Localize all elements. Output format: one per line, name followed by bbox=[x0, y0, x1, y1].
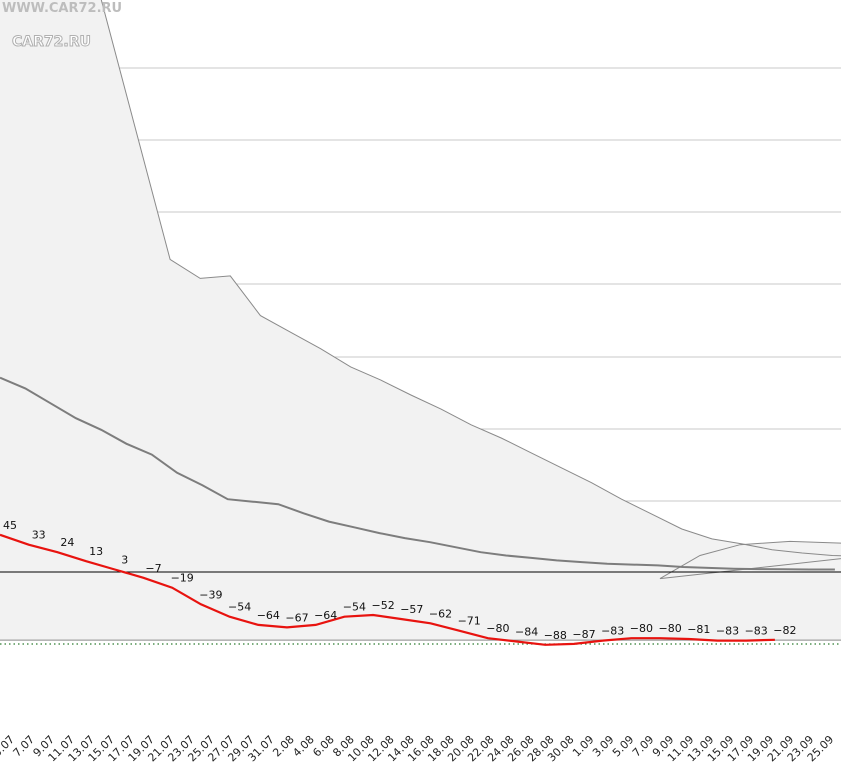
data-label: −39 bbox=[199, 588, 222, 601]
data-label: 24 bbox=[60, 536, 74, 549]
data-label: −64 bbox=[257, 609, 280, 622]
data-label: −81 bbox=[687, 623, 710, 636]
x-axis: 5.077.079.0711.0713.0715.0717.0719.0721.… bbox=[0, 733, 836, 764]
data-label: −7 bbox=[145, 562, 161, 575]
data-label: −64 bbox=[314, 609, 337, 622]
x-tick-label: 7.07 bbox=[11, 733, 38, 760]
data-label: −62 bbox=[429, 607, 452, 620]
data-label: −57 bbox=[400, 603, 423, 616]
data-label: −83 bbox=[745, 625, 768, 638]
x-tick-label: 3.09 bbox=[590, 733, 617, 760]
data-label: −80 bbox=[486, 622, 509, 635]
data-label: 3 bbox=[121, 554, 128, 567]
data-label: −54 bbox=[228, 601, 251, 614]
gray-series bbox=[0, 376, 835, 571]
x-tick-label: 4.08 bbox=[290, 733, 317, 760]
data-label: −52 bbox=[371, 599, 394, 612]
zero-line bbox=[0, 571, 841, 645]
gray-series-line bbox=[0, 376, 835, 571]
watermark-text-1: WWW.CAR72.RU bbox=[2, 1, 122, 16]
data-label: −83 bbox=[716, 625, 739, 638]
x-tick-label: 5.09 bbox=[610, 733, 637, 760]
data-label: −83 bbox=[601, 625, 624, 638]
band-fill bbox=[0, 0, 841, 649]
data-label: −82 bbox=[773, 624, 796, 637]
watermark-logo: WWW.CAR72.RU CAR72.RU bbox=[2, 1, 122, 51]
data-label: −19 bbox=[171, 572, 194, 585]
x-tick-label: 6.08 bbox=[310, 733, 337, 760]
data-label: −88 bbox=[544, 629, 567, 642]
data-label: −71 bbox=[458, 615, 481, 628]
data-label: 13 bbox=[89, 545, 103, 558]
data-label: 33 bbox=[32, 529, 46, 542]
red-series bbox=[0, 533, 775, 646]
data-label: −80 bbox=[658, 622, 681, 635]
band-upper-edge bbox=[100, 0, 841, 580]
data-label: −80 bbox=[630, 622, 653, 635]
data-label: −67 bbox=[285, 611, 308, 624]
data-label: −54 bbox=[343, 601, 366, 614]
data-label: −87 bbox=[572, 628, 595, 641]
x-tick-label: 7.09 bbox=[630, 733, 657, 760]
x-tick-label: 2.08 bbox=[270, 733, 297, 760]
band-area bbox=[0, 0, 841, 649]
data-labels: 45 33 24 13 3 −7 −19 −39 −54 −64 −67 −64 −54 −52 −57 −6… bbox=[3, 519, 797, 642]
watermark-text-2: CAR72.RU bbox=[12, 34, 91, 50]
data-label: 45 bbox=[3, 519, 17, 532]
x-tick-label: 1.09 bbox=[570, 733, 597, 760]
red-series-line bbox=[0, 533, 775, 646]
data-label: −84 bbox=[515, 625, 538, 638]
